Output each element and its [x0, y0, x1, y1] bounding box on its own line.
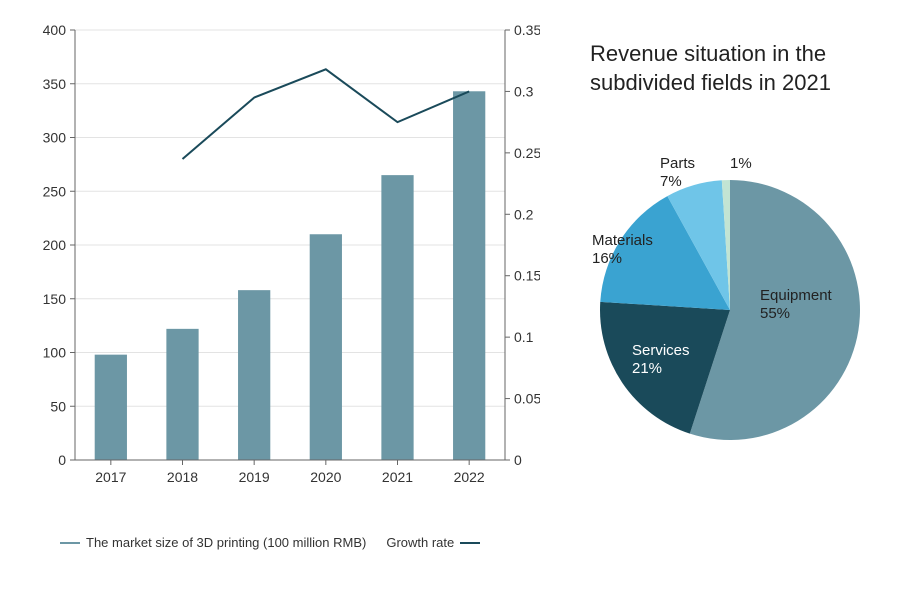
y-right-tick: 0.1: [514, 329, 534, 345]
bar-line-svg: 0 50 100 150 200 250 300 350 400 0 0.05 0.1 0.15 0.2 0…: [20, 20, 540, 520]
bar: [95, 355, 127, 460]
growth-line: [183, 69, 470, 159]
pie-label-value: 7%: [660, 173, 682, 190]
y-right-tick: 0: [514, 452, 522, 468]
pie-label: Others: [730, 150, 775, 154]
legend-series2-label: Growth rate: [386, 535, 454, 550]
pie-label-value: 21%: [632, 360, 662, 377]
pie-label-value: 1%: [730, 155, 752, 172]
legend-series1: The market size of 3D printing (100 mill…: [60, 535, 366, 550]
y-right-tick: 0.15: [514, 268, 540, 284]
x-tick: 2020: [310, 469, 341, 485]
bar-chart-legend: The market size of 3D printing (100 mill…: [60, 535, 480, 550]
x-tick: 2017: [95, 469, 126, 485]
pie-label-value: 16%: [592, 250, 622, 267]
y-left-tick: 100: [43, 345, 67, 361]
bar: [453, 91, 485, 460]
x-tick: 2022: [454, 469, 485, 485]
y-left-tick: 150: [43, 291, 67, 307]
pie-chart-title: Revenue situation in the subdivided fiel…: [590, 40, 870, 97]
x-tick: 2021: [382, 469, 413, 485]
pie-label: Materials: [592, 232, 653, 249]
revenue-breakdown: Revenue situation in the subdivided fiel…: [540, 0, 900, 600]
bar: [310, 234, 342, 460]
y-right-tick: 0.3: [514, 83, 534, 99]
x-tick: 2019: [239, 469, 270, 485]
bar: [381, 175, 413, 460]
x-tick: 2018: [167, 469, 198, 485]
pie-svg: Equipment55% Services21% Materials16% Parts…: [580, 150, 880, 450]
dashboard: 0 50 100 150 200 250 300 350 400 0 0.05 0.1 0.15 0.2 0…: [0, 0, 900, 600]
y-right-tick: 0.35: [514, 22, 540, 38]
y-left-tick: 50: [50, 398, 66, 414]
legend-line-icon: [60, 542, 80, 544]
bar: [238, 290, 270, 460]
y-left-tick: 0: [58, 452, 66, 468]
pie-chart-wrap: Equipment55% Services21% Materials16% Parts…: [580, 150, 880, 455]
y-left-tick: 250: [43, 183, 67, 199]
y-left-tick: 300: [43, 130, 67, 146]
legend-series1-label: The market size of 3D printing (100 mill…: [86, 535, 366, 550]
y-right-tick: 0.25: [514, 145, 540, 161]
legend-series2: Growth rate: [386, 535, 480, 550]
y-left-tick: 350: [43, 76, 67, 92]
pie-label: Equipment: [760, 287, 833, 304]
pie-label: Parts: [660, 155, 695, 172]
y-right-tick: 0.2: [514, 206, 534, 222]
bar: [166, 329, 198, 460]
y-left-tick: 200: [43, 237, 67, 253]
market-size-chart: 0 50 100 150 200 250 300 350 400 0 0.05 0.1 0.15 0.2 0…: [0, 0, 540, 600]
pie-label: Services: [632, 342, 690, 359]
legend-line-icon: [460, 542, 480, 544]
y-left-tick: 400: [43, 22, 67, 38]
pie-label-value: 55%: [760, 305, 790, 322]
y-right-tick: 0.05: [514, 391, 540, 407]
